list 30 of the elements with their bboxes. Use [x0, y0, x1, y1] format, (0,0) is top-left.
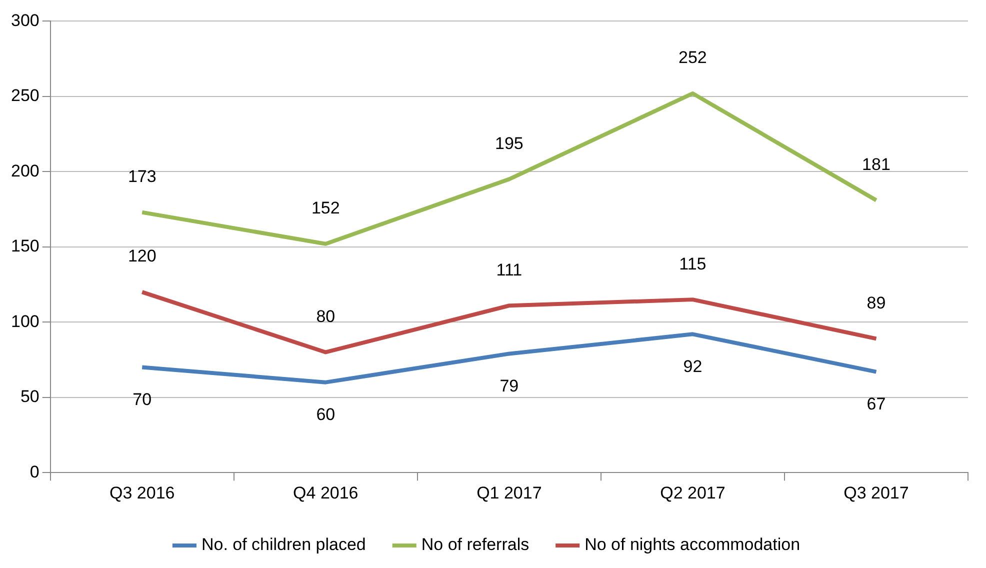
x-tick-label: Q2 2017: [660, 483, 726, 502]
data-label: 80: [316, 306, 336, 326]
y-tick-label: 250: [10, 86, 40, 106]
data-label: 181: [862, 154, 890, 174]
data-label: 111: [496, 260, 522, 280]
data-label: 70: [132, 390, 152, 409]
data-label: 79: [500, 376, 519, 396]
data-label: 120: [128, 246, 156, 266]
x-tick-label: Q4 2016: [293, 483, 358, 502]
legend-label: No of nights accommodation: [584, 535, 800, 554]
data-label: 252: [678, 48, 707, 68]
x-tick-label: Q1 2017: [476, 483, 542, 502]
data-label: 195: [494, 134, 524, 153]
data-label: 92: [683, 356, 702, 376]
x-tick-label: Q3 2017: [844, 483, 909, 502]
y-tick-label: 100: [10, 312, 40, 331]
y-tick-label: 0: [30, 462, 40, 482]
y-tick-label: 50: [20, 387, 40, 406]
data-label: 67: [866, 394, 886, 414]
data-label: 152: [311, 198, 340, 218]
data-label: 60: [316, 405, 336, 424]
x-tick-label: Q3 2016: [110, 483, 175, 502]
y-tick-label: 150: [10, 236, 40, 256]
legend-label: No of referrals: [421, 535, 530, 554]
data-label: 173: [128, 166, 156, 186]
y-tick-label: 200: [10, 161, 40, 180]
data-label: 89: [866, 293, 886, 312]
y-tick-label: 300: [10, 10, 40, 30]
data-label: 115: [679, 254, 706, 274]
legend-label: No. of children placed: [201, 535, 366, 554]
